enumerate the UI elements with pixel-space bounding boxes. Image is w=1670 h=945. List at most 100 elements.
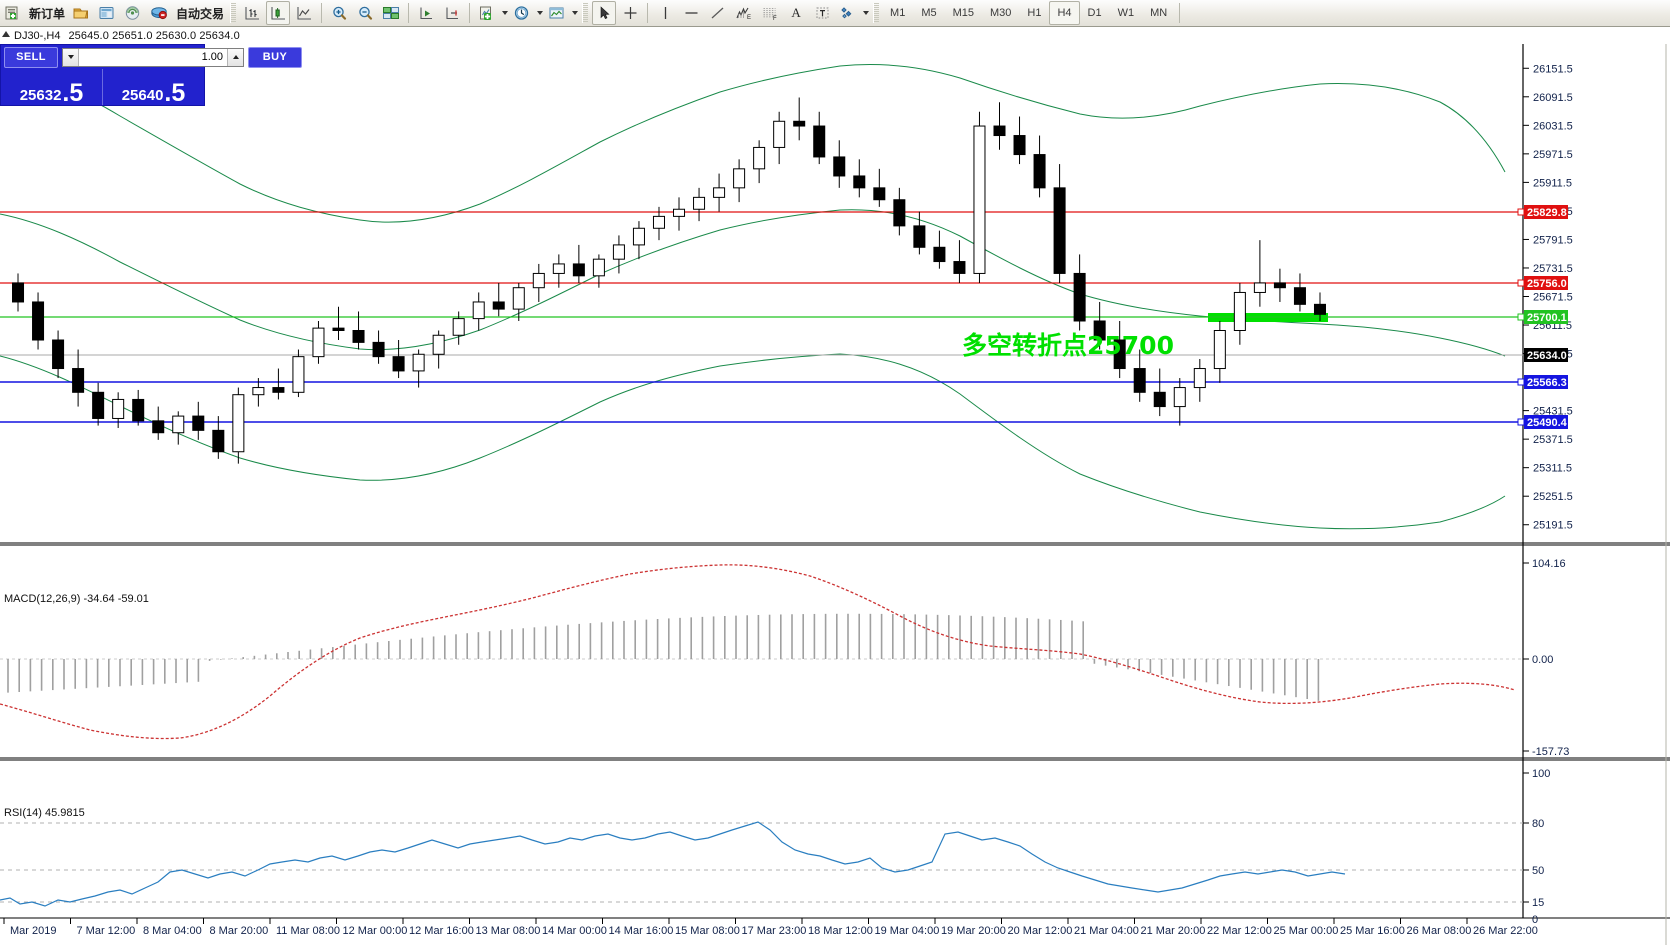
line-chart-icon[interactable] <box>292 1 316 25</box>
buy-price[interactable]: 25640 .5 <box>102 69 204 105</box>
autotrading-label[interactable]: 自动交易 <box>176 6 225 21</box>
chart-shift-icon[interactable] <box>440 1 464 25</box>
chart-canvas[interactable]: 26151.526091.526031.525971.525911.525851… <box>0 44 1670 945</box>
svg-text:25829.8: 25829.8 <box>1527 207 1567 219</box>
candle <box>1193 368 1206 389</box>
volume-stepper[interactable] <box>62 47 244 67</box>
rsi-pane-bg <box>0 760 1523 918</box>
time-tick-label: 14 Mar 16:00 <box>609 925 674 937</box>
volume-increase-button[interactable] <box>227 48 243 66</box>
period-icon[interactable] <box>510 1 534 25</box>
crosshair-icon[interactable] <box>618 1 642 25</box>
timeframe-m15[interactable]: M15 <box>952 7 974 19</box>
svg-text:0: 0 <box>1532 914 1538 926</box>
toolbar-grip[interactable] <box>230 3 237 23</box>
candlestick-series[interactable] <box>12 97 1326 464</box>
candle <box>953 261 966 274</box>
cursor-icon[interactable] <box>592 1 617 25</box>
shapes-dropdown-arrow[interactable] <box>861 2 870 24</box>
autotrading-icon[interactable] <box>147 1 172 25</box>
candle <box>1013 135 1026 156</box>
candle <box>172 415 185 434</box>
timeframe-m30[interactable]: M30 <box>990 7 1012 19</box>
add-indicator-icon[interactable] <box>475 1 499 25</box>
price-tag[interactable]: 25566.3 <box>1517 375 1568 389</box>
price-tag[interactable]: 25756.0 <box>1517 276 1568 290</box>
candle <box>512 287 525 310</box>
candle <box>1253 282 1266 293</box>
timeframe-h1[interactable]: H1 <box>1027 7 1042 19</box>
sell-button[interactable]: SELL <box>4 46 58 68</box>
rsi-axis: 100 80 50 15 0 <box>1523 768 1550 926</box>
timeframe-d1[interactable]: D1 <box>1087 7 1102 19</box>
candle <box>933 246 946 263</box>
svg-text:26031.5: 26031.5 <box>1533 120 1573 132</box>
templates-icon[interactable] <box>545 1 569 25</box>
chart-expand-icon[interactable] <box>2 31 10 37</box>
candle <box>452 318 465 336</box>
terminal-icon[interactable] <box>95 1 119 25</box>
toolbar-separator <box>321 3 323 23</box>
macd-label: MACD(12,26,9) -34.64 -59.01 <box>4 593 149 605</box>
candlestick-icon[interactable] <box>266 1 291 25</box>
text-icon[interactable]: A <box>791 5 801 20</box>
time-tick-label: 15 Mar 08:00 <box>675 925 740 937</box>
timeframe-m1[interactable]: M1 <box>890 7 906 19</box>
candle <box>492 301 505 310</box>
timeframe-w1[interactable]: W1 <box>1117 7 1135 19</box>
price-tag[interactable]: 25700.1 <box>1517 310 1568 324</box>
vertical-line-icon[interactable] <box>653 1 677 25</box>
candle <box>392 356 405 372</box>
templates-dropdown-arrow[interactable] <box>570 2 579 24</box>
one-click-trading-panel[interactable]: SELL BUY 25632 .5 25640 .5 <box>0 44 302 106</box>
elliott-wave-icon[interactable]: E <box>731 1 756 25</box>
svg-text:25251.5: 25251.5 <box>1533 491 1573 503</box>
buy-price-fraction: .5 <box>164 78 186 107</box>
sell-price-fraction: .5 <box>62 78 84 107</box>
toolbar-grip-3[interactable] <box>873 3 880 23</box>
fibonacci-icon[interactable]: F <box>758 1 782 25</box>
timeframe-h4[interactable]: H4 <box>1049 1 1080 25</box>
shapes-icon[interactable] <box>836 1 860 25</box>
text-label-icon[interactable] <box>810 1 834 25</box>
price-tag[interactable]: 25634.0 <box>1524 348 1568 362</box>
new-order-icon[interactable] <box>1 1 25 25</box>
price-tag[interactable]: 25490.4 <box>1517 415 1568 429</box>
candle <box>733 168 746 189</box>
indicator-dropdown-arrow[interactable] <box>500 2 509 24</box>
price-tags[interactable]: 25829.8 25756.0 25700.1 25634.0 25566.3 25490… <box>1517 205 1568 429</box>
candle <box>793 120 806 127</box>
tile-windows-icon[interactable] <box>379 1 403 25</box>
timeframe-m5[interactable]: M5 <box>921 7 937 19</box>
chart-area[interactable]: 26151.526091.526031.525971.525911.525851… <box>0 44 1670 945</box>
sell-price[interactable]: 25632 .5 <box>1 69 102 105</box>
signal-icon[interactable] <box>121 1 145 25</box>
timeframe-mn[interactable]: MN <box>1150 7 1168 19</box>
svg-text:25371.5: 25371.5 <box>1533 434 1573 446</box>
period-dropdown-arrow[interactable] <box>535 2 544 24</box>
scroll-end-icon[interactable] <box>414 1 438 25</box>
candle <box>12 282 25 303</box>
candle <box>993 125 1006 137</box>
volume-decrease-button[interactable] <box>63 48 79 66</box>
time-tick-label: 12 Mar 00:00 <box>343 925 408 937</box>
chart-annotation-text[interactable]: 多空转折点25700 <box>962 331 1174 360</box>
folder-icon[interactable] <box>69 1 93 25</box>
candle <box>973 125 986 274</box>
new-order-label[interactable]: 新订单 <box>29 6 66 21</box>
candle <box>693 196 706 210</box>
zoom-in-icon[interactable] <box>327 1 351 25</box>
buy-price-integer: 25640 <box>121 87 164 104</box>
volume-input[interactable] <box>79 48 227 66</box>
time-tick-label: 13 Mar 08:00 <box>476 925 541 937</box>
toolbar-grip-2[interactable] <box>582 3 589 23</box>
bar-chart-icon[interactable] <box>240 1 264 25</box>
candle <box>1153 391 1166 408</box>
zoom-out-icon[interactable] <box>353 1 377 25</box>
trend-line-icon[interactable] <box>705 1 729 25</box>
horizontal-line-icon[interactable] <box>679 1 703 25</box>
level-lines[interactable] <box>0 211 1523 423</box>
price-tag[interactable]: 25829.8 <box>1517 205 1568 219</box>
rsi-line <box>0 821 1346 907</box>
buy-button[interactable]: BUY <box>248 46 302 68</box>
